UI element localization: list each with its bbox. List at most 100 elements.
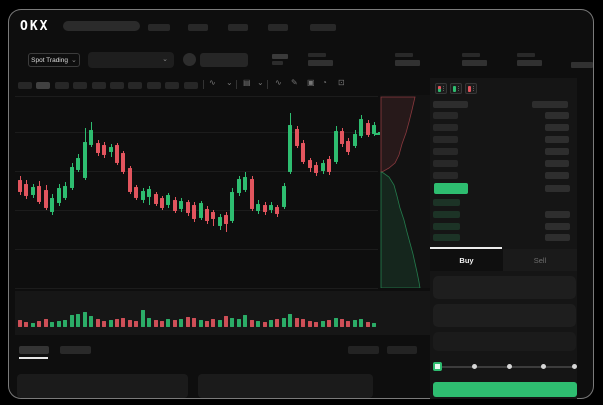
candle-body xyxy=(166,195,170,205)
volume-bar xyxy=(366,322,370,327)
nav-item-5[interactable] xyxy=(310,24,336,31)
stat-label-placeholder xyxy=(308,53,326,57)
total-field[interactable] xyxy=(433,332,576,351)
candle-body xyxy=(70,167,74,188)
timeframe-button-1[interactable] xyxy=(18,82,32,89)
timeframe-button-2[interactable] xyxy=(36,82,51,89)
candle-body xyxy=(173,200,177,211)
market-type-button[interactable]: Spot Trading ⌄ xyxy=(28,53,80,67)
slider-stop-dot[interactable] xyxy=(471,364,477,369)
volume-bar xyxy=(308,321,312,327)
stat-value-placeholder xyxy=(462,60,487,66)
pair-select-dropdown[interactable]: ⌄ xyxy=(88,52,174,68)
chevron-down-icon[interactable]: ⌄ xyxy=(226,78,233,87)
candle-body xyxy=(102,145,106,155)
ask-row-amount xyxy=(545,160,569,167)
candle-body xyxy=(89,130,93,145)
ask-row-price[interactable] xyxy=(433,148,458,155)
stat-label-placeholder xyxy=(517,53,535,57)
volume-bar xyxy=(44,319,48,327)
volume-bar xyxy=(166,319,170,327)
buy-tab-indicator xyxy=(430,247,502,249)
volume-bar xyxy=(218,320,222,327)
price-field[interactable] xyxy=(433,276,576,299)
timeframe-button-7[interactable] xyxy=(128,82,143,89)
volume-bar xyxy=(179,319,183,327)
bid-row-amount xyxy=(545,223,570,230)
tab-buy[interactable]: Buy xyxy=(430,249,503,271)
volume-bar xyxy=(128,320,132,327)
timeframe-button-5[interactable] xyxy=(91,82,106,89)
last-price-pill[interactable] xyxy=(434,183,468,194)
tab-sell[interactable]: Sell xyxy=(503,249,577,271)
bid-row-price[interactable] xyxy=(433,234,460,241)
slider-stop-dot[interactable] xyxy=(506,364,512,369)
ask-row-price[interactable] xyxy=(433,160,458,167)
history-tab[interactable] xyxy=(60,346,91,354)
search-input[interactable] xyxy=(63,21,140,31)
timeframe-button-6[interactable] xyxy=(110,82,124,89)
candle-body xyxy=(301,143,305,162)
stat-label-placeholder xyxy=(395,53,413,57)
line-type-icon[interactable]: ∿ xyxy=(275,78,282,87)
orders-cancel-all-button[interactable] xyxy=(387,346,417,354)
nav-item-3[interactable] xyxy=(228,24,248,31)
ask-row-price[interactable] xyxy=(433,136,458,143)
timeframe-button-4[interactable] xyxy=(73,82,88,89)
candle-style-icon[interactable]: ▤ xyxy=(243,78,251,87)
volume-bar xyxy=(288,314,292,327)
bid-row-price[interactable] xyxy=(433,211,460,218)
candle-body xyxy=(314,165,318,173)
orders-tab-active[interactable] xyxy=(19,346,49,354)
ask-row-price[interactable] xyxy=(433,112,458,119)
amount-field[interactable] xyxy=(433,304,576,327)
camera-snapshot-icon[interactable]: ▣ xyxy=(307,78,315,87)
bid-row-price[interactable] xyxy=(433,199,460,206)
volume-bar xyxy=(327,320,331,327)
chevron-down-icon: ⌄ xyxy=(70,56,77,64)
asks-only-icon[interactable] xyxy=(465,83,477,94)
timeframe-button-10[interactable] xyxy=(183,82,198,89)
amount-slider-handle[interactable] xyxy=(433,362,442,371)
chevron-down-icon[interactable]: ⌄ xyxy=(257,78,264,87)
last-price-tick xyxy=(374,132,381,135)
combined-book-icon[interactable] xyxy=(435,83,447,94)
volume-bar xyxy=(37,321,41,327)
timeframe-button-9[interactable] xyxy=(165,82,180,89)
wave-indicator-icon[interactable]: ∿ xyxy=(209,78,216,87)
slider-stop-dot[interactable] xyxy=(541,364,547,369)
timeframe-button-3[interactable] xyxy=(54,82,69,89)
timeframe-button-8[interactable] xyxy=(146,82,161,89)
history-clock-icon[interactable]: ◔ xyxy=(322,78,327,87)
nav-item-1[interactable] xyxy=(148,24,170,31)
buy-submit-button[interactable] xyxy=(433,382,577,397)
ask-row-price[interactable] xyxy=(433,124,458,131)
volume-bar xyxy=(57,321,61,327)
bids-only-icon[interactable] xyxy=(450,83,462,94)
chart-gridline xyxy=(15,171,378,172)
chevron-down-icon: ⌄ xyxy=(162,56,168,63)
nav-item-2[interactable] xyxy=(188,24,208,31)
volume-bar xyxy=(50,322,54,327)
volume-bar xyxy=(18,320,22,327)
candle-body xyxy=(147,189,151,197)
open-orders-table-placeholder xyxy=(17,374,188,398)
volume-bar xyxy=(282,318,286,327)
candle-body xyxy=(263,205,267,212)
candle-body xyxy=(96,143,100,153)
slider-stop-dot[interactable] xyxy=(572,364,577,369)
ask-row-amount xyxy=(545,148,569,155)
ask-row-price[interactable] xyxy=(433,172,458,179)
bid-row-price[interactable] xyxy=(433,223,460,230)
candle-body xyxy=(211,212,215,219)
fullscreen-expand-icon[interactable]: ⊡ xyxy=(338,78,345,87)
orders-filter-button[interactable] xyxy=(348,346,379,354)
stat-value-placeholder xyxy=(571,62,593,68)
draw-pencil-icon[interactable]: ✎ xyxy=(291,78,298,87)
coin-avatar xyxy=(183,53,196,66)
candle-body xyxy=(327,159,331,172)
ask-row-amount xyxy=(545,124,569,131)
volume-bar xyxy=(295,318,299,327)
volume-bar xyxy=(359,319,363,327)
nav-item-4[interactable] xyxy=(268,24,288,31)
